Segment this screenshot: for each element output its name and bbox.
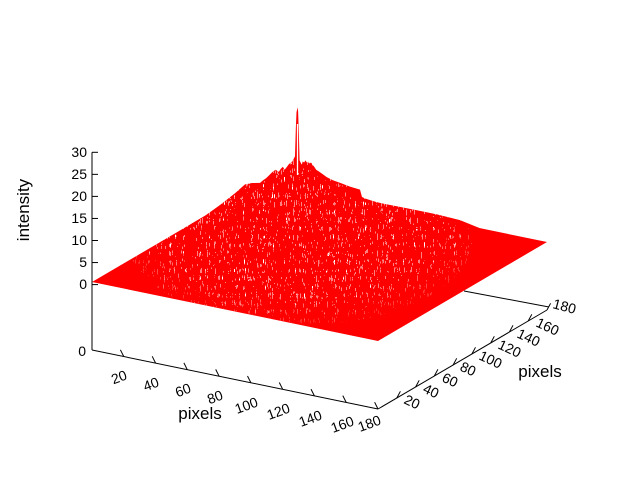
svg-text:pixels: pixels — [178, 404, 221, 423]
svg-text:pixels: pixels — [518, 362, 561, 381]
svg-text:0: 0 — [79, 276, 87, 292]
svg-text:5: 5 — [79, 254, 87, 270]
svg-text:0: 0 — [78, 343, 86, 359]
svg-text:10: 10 — [71, 232, 87, 248]
svg-text:intensity: intensity — [14, 178, 33, 241]
svg-text:15: 15 — [71, 210, 87, 226]
svg-text:20: 20 — [71, 188, 87, 204]
svg-text:25: 25 — [71, 166, 87, 182]
svg-text:30: 30 — [71, 144, 87, 160]
